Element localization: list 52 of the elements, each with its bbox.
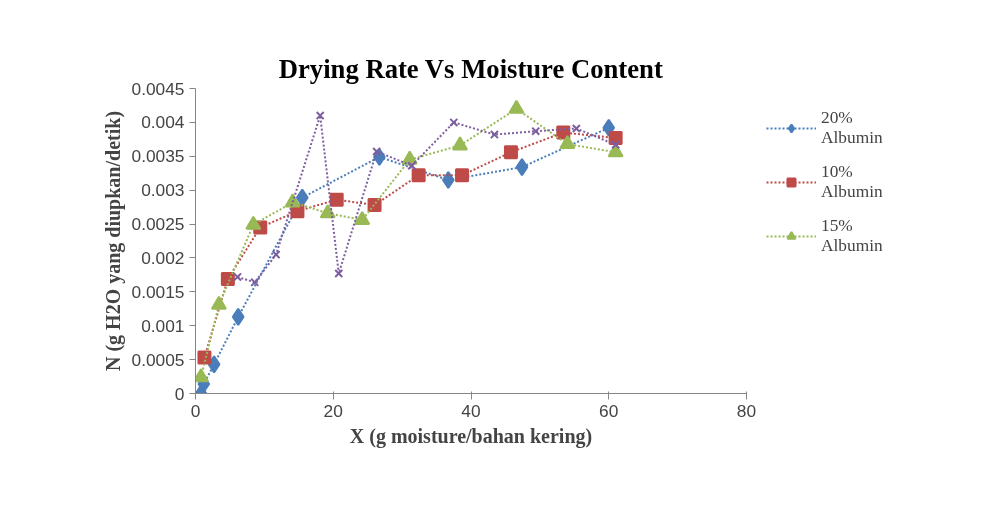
y-tick-label: 0.003 bbox=[141, 180, 185, 201]
point bbox=[210, 295, 227, 310]
point bbox=[559, 134, 576, 150]
y-tick-label: 0 bbox=[174, 383, 185, 404]
x-tick-label: 20 bbox=[323, 400, 343, 421]
point bbox=[508, 99, 525, 114]
y-tick-label: 0.0025 bbox=[131, 214, 185, 235]
point bbox=[531, 126, 541, 136]
point bbox=[411, 168, 426, 183]
y-tick-label: 0.004 bbox=[141, 112, 185, 133]
point bbox=[232, 272, 243, 282]
legend-label: 15% Albumin bbox=[821, 216, 883, 256]
point bbox=[515, 158, 529, 177]
point bbox=[319, 204, 336, 219]
point bbox=[250, 277, 260, 287]
y-tick-label: 0.0035 bbox=[131, 146, 185, 167]
point bbox=[315, 111, 325, 121]
point bbox=[245, 215, 262, 230]
x-tick-label: 40 bbox=[461, 400, 481, 421]
y-tick-label: 0.0015 bbox=[131, 281, 185, 302]
y-tick-label: 0.0005 bbox=[131, 349, 185, 370]
point bbox=[451, 136, 468, 151]
point bbox=[602, 118, 616, 137]
point bbox=[231, 307, 245, 326]
chart-title: Drying Rate Vs Moisture Content bbox=[278, 53, 663, 84]
point bbox=[295, 188, 309, 207]
point bbox=[207, 355, 221, 374]
point bbox=[611, 140, 621, 150]
point bbox=[489, 130, 499, 140]
point bbox=[571, 123, 581, 134]
point bbox=[271, 250, 281, 260]
point bbox=[449, 117, 459, 127]
x-tick-label: 60 bbox=[599, 400, 619, 421]
point bbox=[441, 171, 455, 189]
y-tick-label: 0.002 bbox=[141, 247, 185, 268]
point bbox=[455, 168, 470, 183]
point bbox=[329, 192, 344, 207]
y-tick-label: 0.001 bbox=[141, 315, 185, 336]
x-axis-title: X (g moisture/bahan kering) bbox=[349, 424, 593, 448]
x-tick-label: 80 bbox=[736, 400, 757, 421]
legend-label: 10% Albumin bbox=[821, 162, 883, 202]
y-tick-label: 0.0045 bbox=[131, 78, 185, 99]
y-axis-title: N (g H2O yang diupkan/detik) bbox=[101, 110, 125, 372]
point bbox=[220, 271, 235, 286]
point bbox=[195, 368, 210, 383]
point bbox=[197, 350, 212, 365]
legend-label: 20% Albumin bbox=[821, 108, 883, 148]
point bbox=[503, 145, 518, 160]
point bbox=[334, 269, 344, 279]
point bbox=[407, 161, 417, 171]
x-tick-label: 0 bbox=[190, 400, 201, 421]
point bbox=[354, 210, 371, 226]
